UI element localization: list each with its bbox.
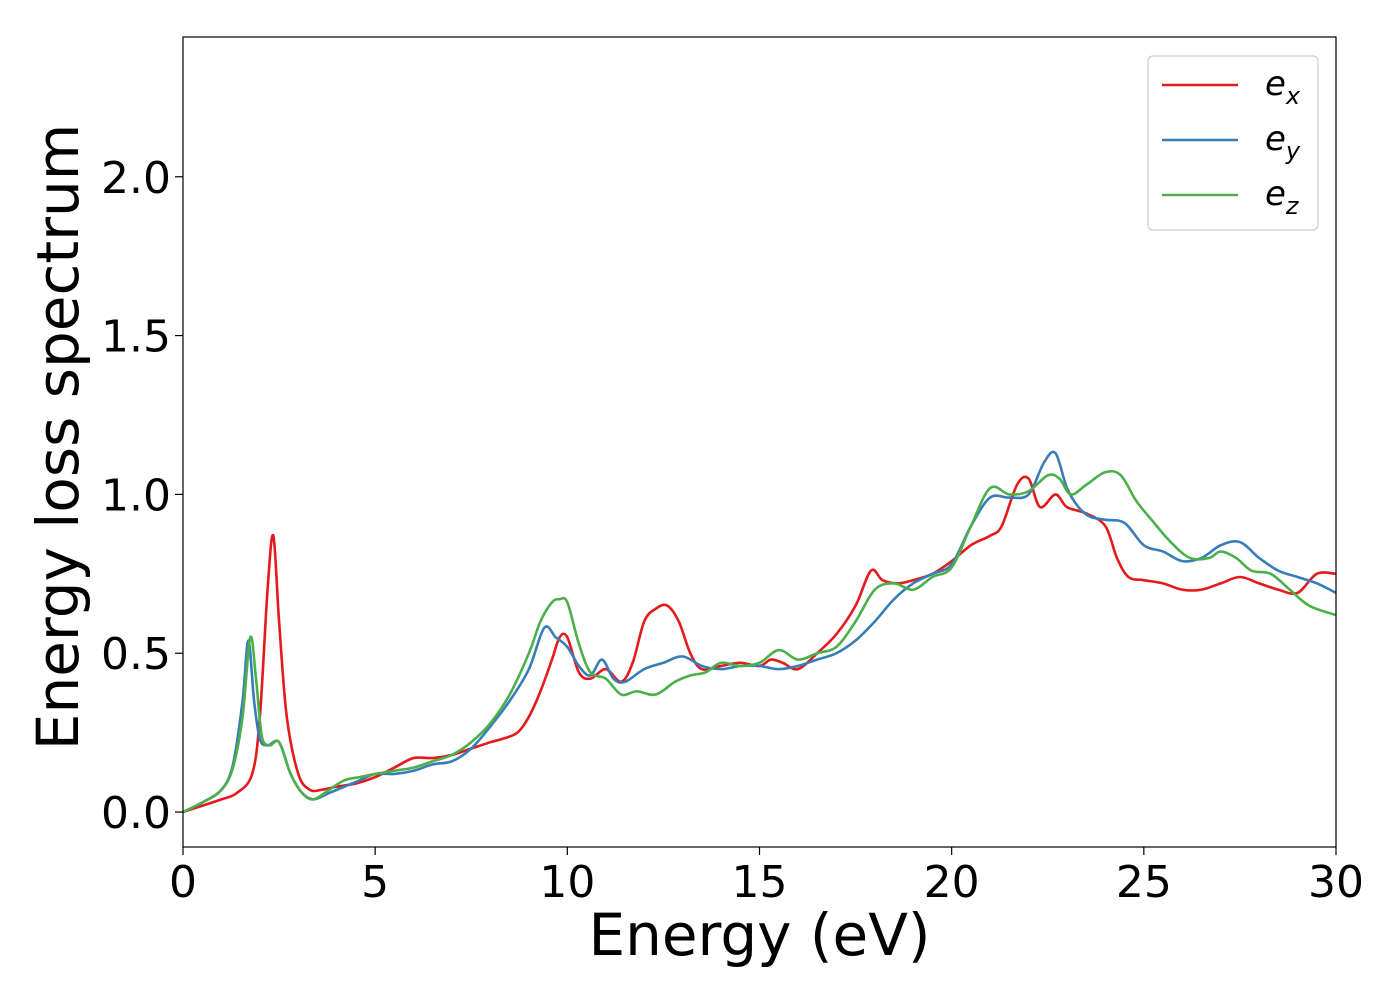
x-tick-label: 5: [361, 857, 389, 908]
y-tick-label: 0.5: [101, 629, 171, 680]
x-tick-label: 25: [1116, 857, 1172, 908]
x-tick-label: 20: [924, 857, 980, 908]
legend: ex ey ez: [1147, 55, 1319, 231]
y-tick-label: 1.0: [101, 470, 171, 521]
legend-label-x: ex: [1265, 64, 1301, 110]
y-tick-label: 0.0: [101, 788, 171, 839]
y-axis: 0.0 0.5 1.0 1.5 2.0: [101, 153, 183, 839]
x-axis: 0 5 10 15 20 25 30: [169, 847, 1364, 908]
legend-label-z: ez: [1265, 174, 1300, 220]
legend-box: [1147, 55, 1319, 231]
x-tick-label: 30: [1308, 857, 1364, 908]
plot-lines: [183, 450, 1336, 814]
series-line-z: [183, 469, 1336, 814]
legend-label-y: ey: [1265, 119, 1301, 165]
x-tick-label: 10: [539, 857, 595, 908]
y-tick-label: 2.0: [101, 153, 171, 204]
y-tick-label: 1.5: [101, 312, 171, 363]
x-tick-label: 0: [169, 857, 197, 908]
x-tick-label: 15: [732, 857, 788, 908]
series-line-x: [183, 475, 1336, 814]
x-axis-title: Energy (eV): [588, 901, 930, 969]
y-axis-title: Energy loss spectrum: [24, 124, 92, 750]
